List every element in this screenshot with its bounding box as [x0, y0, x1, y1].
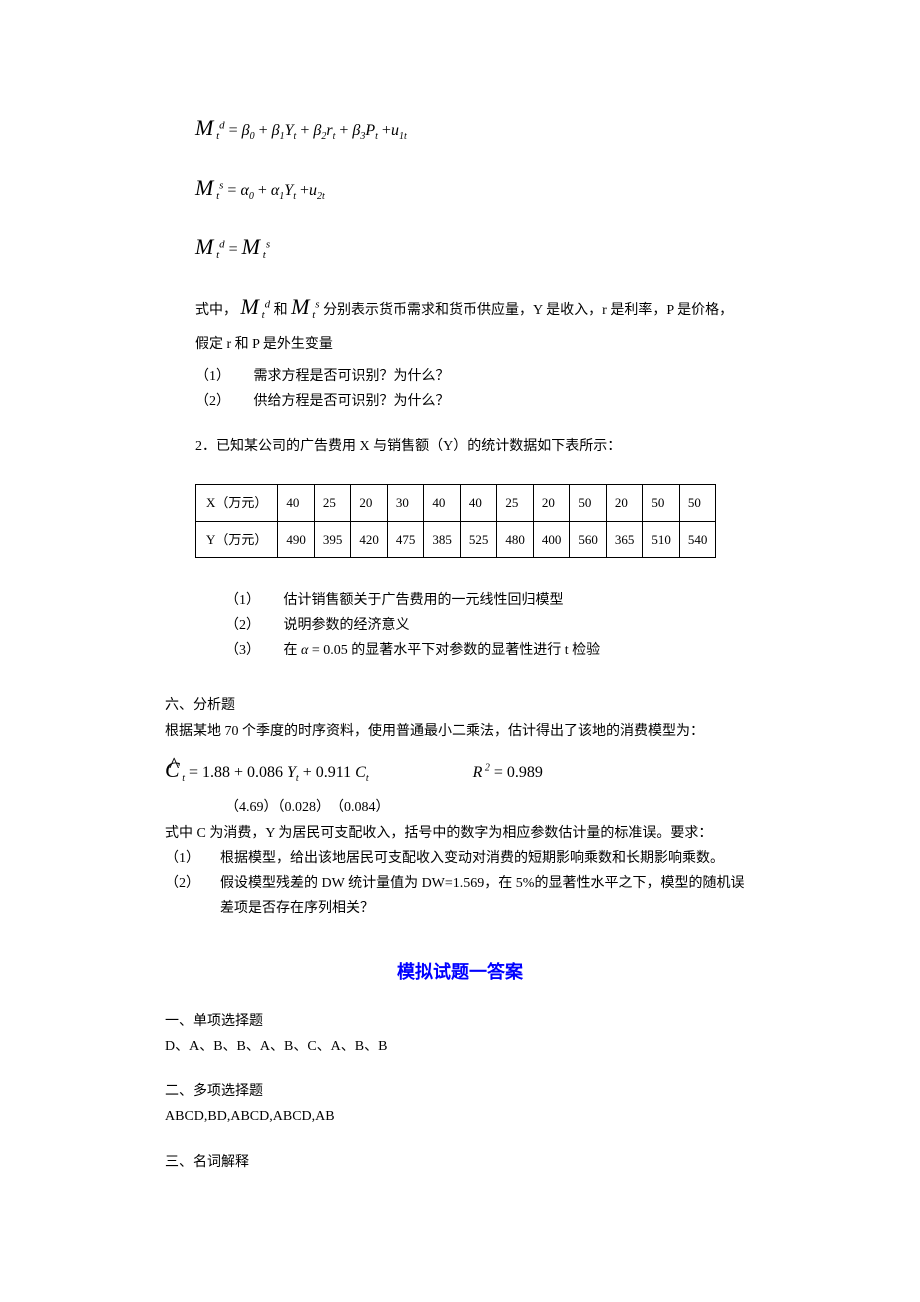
q-text-a: 在	[284, 643, 298, 658]
p2-q1: （1） 估计销售额关于广告费用的一元线性回归模型	[225, 588, 755, 613]
x-cell: 40	[424, 485, 461, 521]
y-cell: 510	[643, 521, 680, 557]
problem-2-intro: 2．已知某公司的广告费用 X 与销售额（Y）的统计数据如下表所示：	[195, 434, 755, 459]
y-cell: 400	[533, 521, 570, 557]
x-cell: 30	[387, 485, 424, 521]
q-label: （2）	[165, 871, 220, 921]
y-cell: 385	[424, 521, 461, 557]
q-text: 假设模型残差的 DW 统计量值为 DW=1.569，在 5%的显著性水平之下，模…	[220, 871, 755, 921]
demand-equation: M td = β0 + β1Yt + β2rt + β3Pt +u1t	[195, 108, 755, 148]
q-text: 估计销售额关于广告费用的一元线性回归模型	[284, 593, 564, 608]
y-row-header: Y（万元）	[196, 521, 278, 557]
q-label: （1）	[225, 588, 280, 613]
s6-q1: （1） 根据模型，给出该地居民可支配收入变动对消费的短期影响乘数和长期影响乘数。	[165, 846, 755, 871]
supply-equation: M ts = α0 + α1Yt +u2t	[195, 168, 755, 208]
q-label: （3）	[225, 638, 280, 663]
answer-s1-text: D、A、B、B、A、B、C、A、B、B	[165, 1034, 755, 1059]
q-label: （2）	[225, 613, 280, 638]
section-6-desc: 式中 C 为消费，Y 为居民可支配收入，括号中的数字为相应参数估计量的标准误。要…	[165, 821, 755, 846]
p1-q1: （1） 需求方程是否可识别？为什么？	[195, 364, 755, 389]
x-cell: 50	[643, 485, 680, 521]
x-cell: 50	[679, 485, 716, 521]
q-label: （1）	[165, 846, 220, 871]
y-cell: 395	[314, 521, 351, 557]
q-label: （1）	[195, 364, 250, 389]
x-row-header: X（万元）	[196, 485, 278, 521]
desc-prefix: 式中，	[195, 303, 237, 318]
y-cell: 475	[387, 521, 424, 557]
q-text-b: 的显著水平下对参数的显著性进行 t 检验	[351, 643, 600, 658]
y-cell: 420	[351, 521, 388, 557]
y-cell: 525	[460, 521, 497, 557]
equilibrium-equation: M td = M ts	[195, 227, 755, 267]
answer-title: 模拟试题一答案	[165, 956, 755, 988]
assumption-text: 假定 r 和 P 是外生变量	[195, 332, 755, 357]
p1-q2: （2） 供给方程是否可识别？为什么？	[195, 389, 755, 414]
xy-data-table: X（万元） 40 25 20 30 40 40 25 20 50 20 50 5…	[195, 484, 716, 558]
x-cell: 40	[278, 485, 315, 521]
answer-s3-head: 三、名词解释	[165, 1150, 755, 1175]
y-cell: 560	[570, 521, 607, 557]
x-cell: 25	[314, 485, 351, 521]
q-text: 需求方程是否可识别？为什么？	[254, 369, 450, 384]
desc-and: 和	[274, 303, 288, 318]
p2-q3: （3） 在 α = 0.05 的显著水平下对参数的显著性进行 t 检验	[225, 638, 755, 663]
answer-s2-head: 二、多项选择题	[165, 1079, 755, 1104]
y-cell: 480	[497, 521, 534, 557]
section-6-intro: 根据某地 70 个季度的时序资料，使用普通最小二乘法，估计得出了该地的消费模型为…	[165, 719, 755, 744]
q-text: 说明参数的经济意义	[284, 618, 410, 633]
x-cell: 20	[606, 485, 643, 521]
y-cell: 365	[606, 521, 643, 557]
answer-s1-head: 一、单项选择题	[165, 1009, 755, 1034]
q-text: 根据模型，给出该地居民可支配收入变动对消费的短期影响乘数和长期影响乘数。	[220, 846, 724, 871]
y-cell: 490	[278, 521, 315, 557]
desc-suffix: 分别表示货币需求和货币供应量，Y 是收入，r 是利率，P 是价格，	[323, 303, 733, 318]
p2-q2: （2） 说明参数的经济意义	[225, 613, 755, 638]
x-cell: 25	[497, 485, 534, 521]
table-row: Y（万元） 490 395 420 475 385 525 480 400 56…	[196, 521, 716, 557]
x-cell: 20	[351, 485, 388, 521]
q-text: 供给方程是否可识别？为什么？	[254, 394, 450, 409]
y-cell: 540	[679, 521, 716, 557]
x-cell: 50	[570, 485, 607, 521]
variable-description: 式中， M td 和 M ts 分别表示货币需求和货币供应量，Y 是收入，r 是…	[195, 287, 755, 327]
x-cell: 20	[533, 485, 570, 521]
section-6-heading: 六、分析题	[165, 693, 755, 718]
q-label: （2）	[195, 389, 250, 414]
consumption-model: C t = 1.88 + 0.086 Yt + 0.911 Ct R 2 = 0…	[165, 750, 755, 790]
x-cell: 40	[460, 485, 497, 521]
standard-errors: （4.69）（0.028） （0.084）	[225, 795, 755, 820]
s6-q2: （2） 假设模型残差的 DW 统计量值为 DW=1.569，在 5%的显著性水平…	[165, 871, 755, 921]
table-row: X（万元） 40 25 20 30 40 40 25 20 50 20 50 5…	[196, 485, 716, 521]
answer-s2-text: ABCD,BD,ABCD,ABCD,AB	[165, 1104, 755, 1129]
